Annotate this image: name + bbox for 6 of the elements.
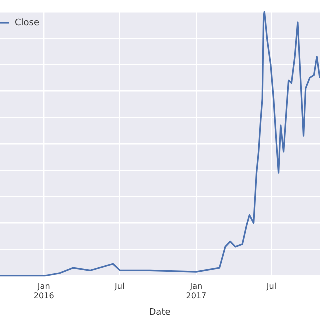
x-tick-label: Jul <box>114 282 125 291</box>
x-tick-label: Jan 2016 <box>34 282 54 300</box>
x-tick-label: Jul <box>266 282 277 291</box>
legend-label: Close <box>15 18 40 28</box>
x-axis-title: Date <box>149 308 172 318</box>
x-tick-label: Jan 2017 <box>186 282 207 300</box>
